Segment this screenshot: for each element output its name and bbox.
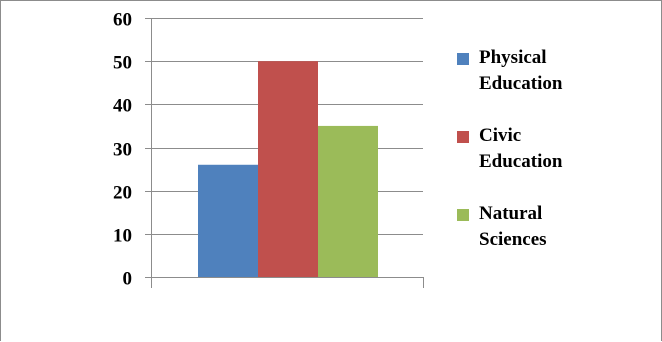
legend-swatch-natural-sciences xyxy=(457,209,469,221)
bar-physical-education xyxy=(198,164,258,277)
y-tick-label: 20 xyxy=(113,183,132,204)
legend-label-line: Physical xyxy=(479,47,547,68)
legend-item-physical-education: Physical Education xyxy=(457,45,657,123)
legend-label-civic-education: Civic Education xyxy=(479,123,649,175)
legend-item-natural-sciences: Natural Sciences xyxy=(457,201,657,279)
legend-item-civic-education: Civic Education xyxy=(457,123,657,201)
y-tick-label: 0 xyxy=(123,269,133,290)
bar-civic-education xyxy=(258,61,318,277)
tick-labels: 0 10 20 30 40 50 60 xyxy=(113,10,132,290)
legend-label-line: Education xyxy=(479,151,563,172)
y-tick-label: 30 xyxy=(113,140,132,161)
legend-swatch-physical-education xyxy=(457,53,469,65)
y-tick-label: 40 xyxy=(113,96,132,117)
legend: Physical Education Civic Education Natur… xyxy=(457,45,657,279)
y-tick-label: 50 xyxy=(113,53,132,74)
y-tick-label: 60 xyxy=(113,10,132,31)
legend-label-natural-sciences: Natural Sciences xyxy=(479,201,649,253)
axes xyxy=(145,18,424,288)
legend-label-physical-education: Physical Education xyxy=(479,45,649,97)
bar-natural-sciences xyxy=(318,125,378,278)
legend-label-line: Sciences xyxy=(479,229,547,250)
legend-label-line: Education xyxy=(479,73,563,94)
legend-label-line: Natural xyxy=(479,203,543,224)
legend-swatch-civic-education xyxy=(457,131,469,143)
legend-label-line: Civic xyxy=(479,125,522,146)
bars xyxy=(198,61,378,278)
y-tick-label: 10 xyxy=(113,226,132,247)
